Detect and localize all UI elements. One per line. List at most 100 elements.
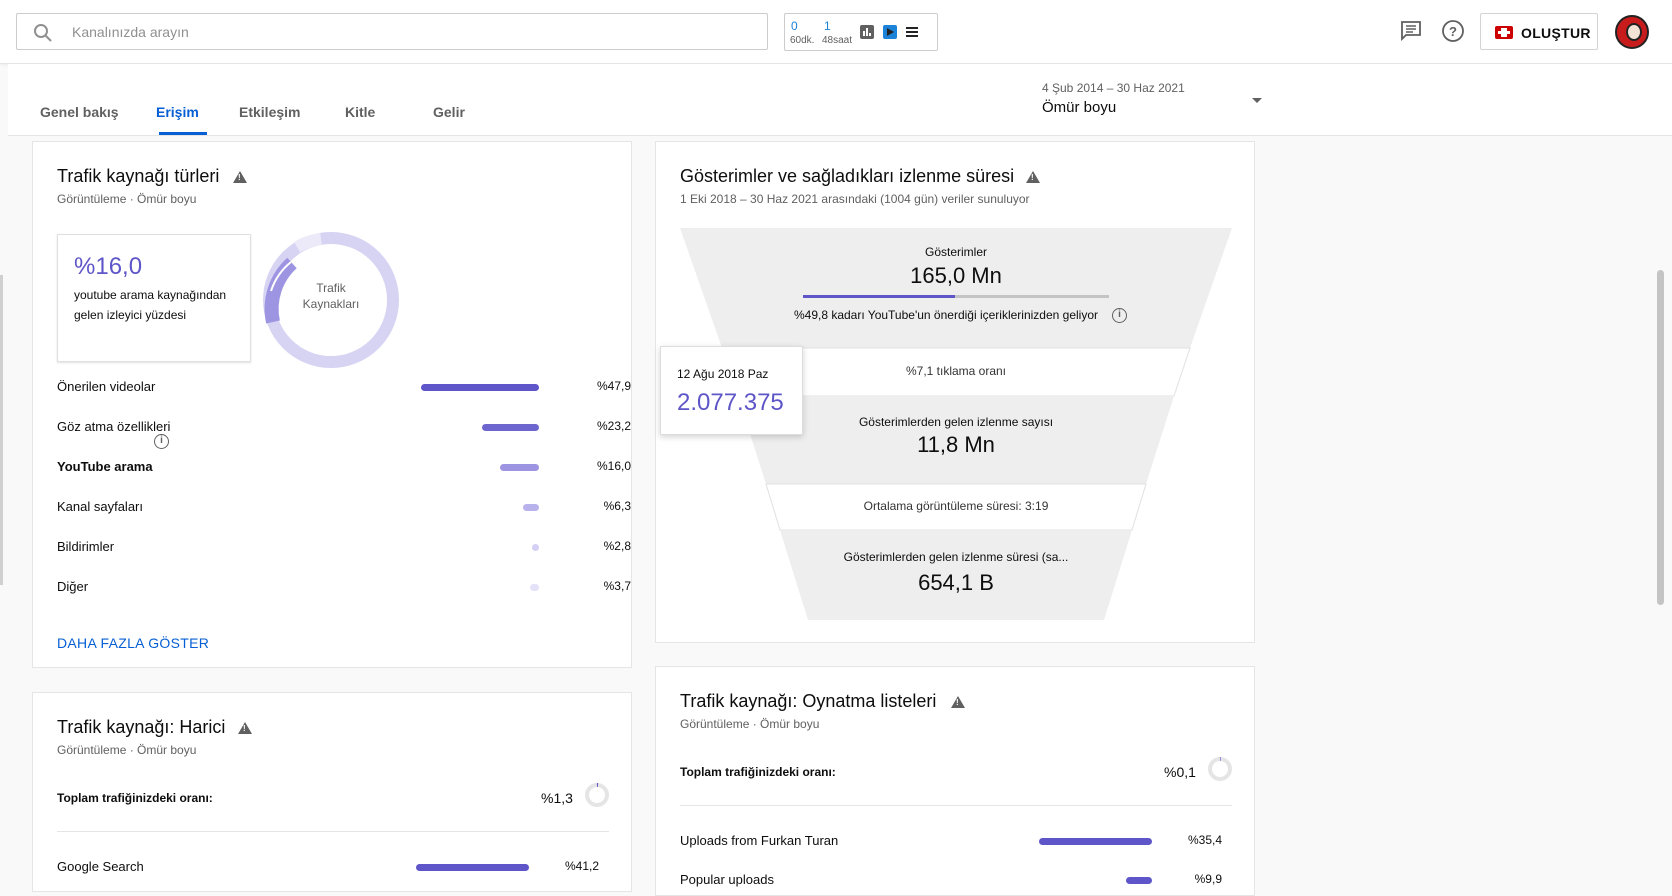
left-scroll-edge <box>0 275 3 585</box>
create-button-label: OLUŞTUR <box>1521 25 1591 41</box>
list-item-value: %35,4 <box>1187 833 1222 847</box>
impressions-funnel-card: Gösterimler ve sağladıkları izlenme süre… <box>655 141 1255 643</box>
card-title: Trafik kaynağı: Harici <box>57 717 226 737</box>
realtime-count-60m: 0 <box>791 19 798 33</box>
list-item-bar <box>499 464 539 471</box>
list-item-value: %9,9 <box>1194 872 1222 886</box>
external-traffic-card: Trafik kaynağı: Harici Görüntüleme · Ömü… <box>32 692 632 892</box>
list-item-label: Önerilen videolar <box>57 379 156 394</box>
list-item-value: %41,2 <box>564 859 599 873</box>
list-item-bar <box>416 864 529 871</box>
views-label: Gösterimlerden gelen izlenme sayısı <box>858 415 1054 429</box>
card-subtitle: Görüntüleme · Ömür boyu <box>57 743 197 757</box>
tab-audience[interactable]: Kitle <box>345 104 376 120</box>
playlists-traffic-card: Trafik kaynağı: Oynatma listeleri Görünt… <box>655 666 1255 896</box>
bar-chart-icon[interactable] <box>859 24 875 40</box>
list-item-value: %47,9 <box>596 379 631 393</box>
list-item-value: %6,3 <box>603 499 631 513</box>
realtime-unit-60m: 60dk. <box>790 35 815 46</box>
card-title: Trafik kaynağı: Oynatma listeleri <box>680 691 937 711</box>
list-item-value: %23,2 <box>596 419 631 433</box>
help-icon[interactable]: ? <box>1441 19 1465 43</box>
warning-icon[interactable] <box>951 696 965 708</box>
feedback-icon[interactable] <box>1399 19 1423 43</box>
tab-overview[interactable]: Genel bakış <box>40 104 119 120</box>
search-icon <box>34 24 52 42</box>
share-label: Toplam trafiğinizdeki oranı: <box>57 791 213 805</box>
divider <box>680 805 1232 806</box>
svg-text:?: ? <box>1449 24 1457 39</box>
list-item-bar <box>1039 838 1152 845</box>
impressions-note: %49,8 kadarı YouTube'un önerdiği içerikl… <box>793 308 1099 322</box>
tooltip-value: 2.077.375 <box>677 389 784 416</box>
impressions-label: Gösterimler <box>924 245 987 259</box>
tooltip-date: 12 Ağu 2018 Paz <box>677 367 769 381</box>
realtime-widget[interactable]: 0 60dk. 1 48saat <box>784 13 938 51</box>
share-label: Toplam trafiğinizdeki oranı: <box>680 765 836 779</box>
traffic-donut-chart[interactable]: Trafik Kaynakları <box>261 230 401 370</box>
menu-icon[interactable] <box>904 24 920 40</box>
funnel-graphic <box>680 228 1232 620</box>
card-subtitle: Görüntüleme · Ömür boyu <box>680 717 820 731</box>
card-subtitle: Görüntüleme · Ömür boyu <box>57 192 197 206</box>
play-icon[interactable] <box>882 24 898 40</box>
create-button[interactable]: OLUŞTUR <box>1480 13 1598 50</box>
realtime-unit-48h: 48saat <box>822 35 853 46</box>
list-item-label: Uploads from Furkan Turan <box>680 833 839 848</box>
list-item-bar <box>529 584 539 591</box>
share-value: %1,3 <box>541 790 573 806</box>
views-value: 11,8 Mn <box>917 432 995 457</box>
share-mini-donut <box>1208 756 1232 781</box>
list-item-label: Popular uploads <box>680 872 774 887</box>
info-icon[interactable]: i <box>154 434 169 449</box>
avatar[interactable] <box>1615 15 1649 49</box>
watch-time-value: 654,1 B <box>918 570 994 595</box>
card-title: Gösterimler ve sağladıkları izlenme süre… <box>680 166 1015 186</box>
donut-label-1: Trafik <box>316 281 347 295</box>
impressions-progress-fill <box>803 295 956 298</box>
list-item-label: Google Search <box>57 859 144 874</box>
list-item-label: Kanal sayfaları <box>57 499 143 514</box>
list-item-bar <box>421 384 539 391</box>
list-item-bar <box>523 504 539 511</box>
kpi-description: youtube arama kaynağından gelen izleyici… <box>74 288 227 322</box>
tab-reach[interactable]: Erişim <box>156 104 199 120</box>
kpi-value: %16,0 <box>74 253 143 280</box>
avg-duration-label: Ortalama görüntüleme süresi: 3:19 <box>863 499 1049 513</box>
show-more-link[interactable]: DAHA FAZLA GÖSTER <box>57 635 210 651</box>
list-item-value: %16,0 <box>596 459 631 473</box>
card-title: Trafik kaynağı türleri <box>57 166 220 186</box>
tab-revenue[interactable]: Gelir <box>433 104 465 120</box>
date-range-label: Ömür boyu <box>1042 99 1117 116</box>
tab-engagement[interactable]: Etkileşim <box>239 104 301 120</box>
vertical-scrollbar[interactable] <box>1657 270 1664 605</box>
search-box[interactable]: Kanalınızda arayın <box>16 13 768 50</box>
info-icon[interactable]: i <box>1112 308 1127 323</box>
ctr-label: %7,1 tıklama oranı <box>905 364 1007 378</box>
list-item-label: Göz atma özellikleri <box>57 419 171 434</box>
traffic-types-card: Trafik kaynağı türleri Görüntüleme · Ömü… <box>32 141 632 668</box>
top-bar: Kanalınızda arayın 0 60dk. 1 48saat ? OL… <box>0 0 1672 64</box>
active-tab-indicator <box>159 132 207 135</box>
search-input[interactable]: Kanalınızda arayın <box>72 24 189 40</box>
list-item-label: Bildirimler <box>57 539 115 554</box>
list-item-value: %2,8 <box>603 539 631 553</box>
list-item-label: YouTube arama <box>57 459 153 474</box>
list-item-bar <box>1126 877 1152 884</box>
dropdown-caret-icon <box>1252 98 1262 103</box>
donut-label-2: Kaynakları <box>303 297 360 311</box>
date-range-text: 4 Şub 2014 – 30 Haz 2021 <box>1042 81 1185 95</box>
video-camera-icon <box>1495 26 1513 39</box>
share-value: %0,1 <box>1164 764 1196 780</box>
card-subtitle: 1 Eki 2018 – 30 Haz 2021 arasındaki (100… <box>680 192 1030 206</box>
realtime-count-48h: 1 <box>824 19 831 33</box>
warning-icon[interactable] <box>238 722 252 734</box>
list-item-bar <box>532 544 539 551</box>
list-item-label: Diğer <box>57 579 89 594</box>
share-mini-donut <box>585 782 609 807</box>
list-item-value: %3,7 <box>603 579 631 593</box>
warning-icon[interactable] <box>1026 171 1040 183</box>
impressions-value: 165,0 Mn <box>910 263 1002 288</box>
chart-tooltip: 12 Ağu 2018 Paz 2.077.375 <box>660 346 803 435</box>
warning-icon[interactable] <box>233 171 247 183</box>
